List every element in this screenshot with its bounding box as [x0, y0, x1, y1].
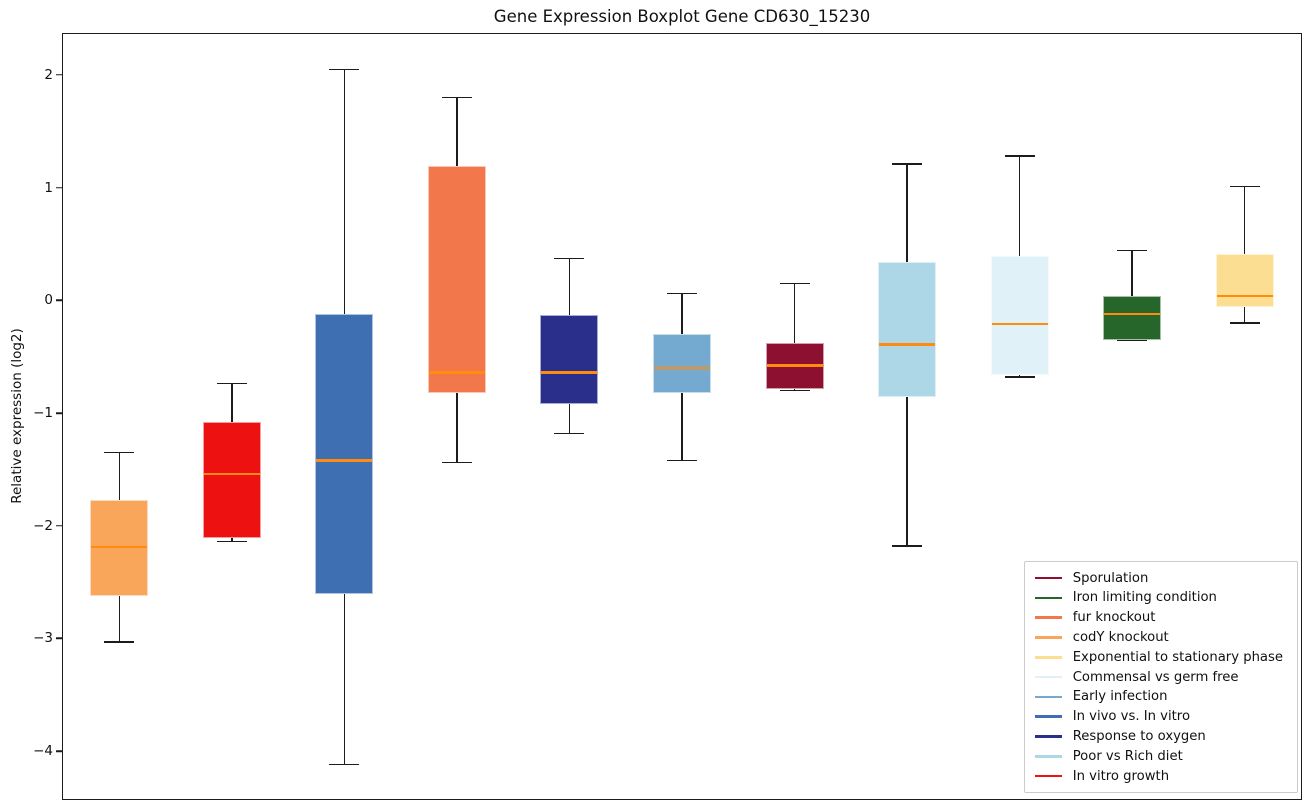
median-line: [654, 366, 710, 370]
whisker-cap-bottom: [441, 461, 472, 464]
y-tick-label: 2: [44, 66, 53, 83]
legend-label: Early infection: [1072, 689, 1168, 705]
whisker-cap-top: [1004, 155, 1035, 157]
legend-item-poor-vs-rich-diet: Poor vs Rich diet: [1034, 746, 1283, 766]
chart-title: Gene Expression Boxplot Gene CD630_15230: [493, 7, 871, 26]
median-line: [1104, 312, 1161, 316]
whisker-cap-top: [554, 257, 585, 260]
median-line: [991, 322, 1048, 326]
legend-label: Sporulation: [1072, 570, 1149, 586]
legend-item-sporulation: Sporulation: [1034, 568, 1283, 588]
y-tick-mark: [56, 412, 62, 414]
legend-swatch: [1034, 616, 1062, 620]
legend-item-iron-limiting-condition: Iron limiting condition: [1034, 588, 1283, 608]
y-tick-label: −2: [33, 517, 53, 534]
box-rect: [427, 166, 486, 393]
y-tick-mark: [56, 750, 62, 752]
y-tick-mark: [56, 637, 62, 640]
whisker-cap-top: [779, 282, 810, 285]
legend-label: Poor vs Rich diet: [1072, 748, 1183, 764]
legend-label: Response to oxygen: [1072, 729, 1206, 744]
box-rect: [878, 261, 937, 398]
box-rect: [653, 334, 711, 393]
whisker-cap-bottom: [216, 540, 247, 543]
whisker-cap-bottom: [554, 432, 585, 435]
legend: Sporulation Iron limiting condition fur kn…: [1023, 561, 1298, 793]
median-line: [316, 459, 373, 462]
y-tick-label: −3: [33, 630, 53, 647]
median-line: [541, 371, 598, 374]
legend-swatch: [1034, 735, 1062, 738]
legend-item-cody-knockout: codY knockout: [1034, 628, 1283, 648]
box-rect: [202, 422, 261, 539]
y-tick-label: 1: [44, 179, 53, 196]
median-line: [428, 371, 485, 374]
y-tick-label: −4: [33, 743, 53, 760]
box-rect: [1215, 254, 1274, 308]
y-tick-mark: [56, 299, 62, 302]
whisker-line: [793, 283, 796, 391]
legend-item-commensal-vs-germ-free: Commensal vs germ free: [1034, 667, 1283, 687]
whisker-cap-top: [104, 451, 135, 454]
y-tick-mark: [56, 74, 62, 76]
whisker-cap-bottom: [892, 545, 923, 547]
legend-swatch: [1034, 675, 1062, 679]
legend-label: In vivo vs. In vitro: [1072, 709, 1191, 725]
whisker-line: [1131, 250, 1133, 340]
whisker-cap-top: [667, 292, 697, 295]
whisker-cap-top: [216, 382, 247, 385]
box-rect: [990, 256, 1049, 375]
legend-swatch: [1034, 655, 1062, 659]
legend-item-in-vitro-growth: In vitro growth: [1034, 766, 1283, 786]
legend-item-fur-knockout: fur knockout: [1034, 608, 1283, 628]
median-line: [91, 545, 148, 549]
legend-item-response-to-oxygen: Response to oxygen: [1034, 727, 1283, 747]
whisker-cap-top: [892, 163, 923, 165]
median-line: [203, 472, 260, 476]
whisker-cap-bottom: [1117, 339, 1148, 341]
box-rect: [540, 314, 599, 404]
y-tick-mark: [56, 186, 62, 189]
whisker-cap-top: [329, 68, 360, 71]
plot-area: 2 1 0 −1 −2 −3 −4 Sporulation Iron limiting con…: [33, 33, 1302, 800]
box-rect: [1103, 295, 1162, 340]
legend-swatch: [1034, 715, 1062, 719]
legend-item-in-vivo-vs-in-vitro: In vivo vs. In vitro: [1034, 707, 1283, 727]
whisker-cap-bottom: [104, 641, 135, 643]
legend-item-early-infection: Early infection: [1034, 687, 1283, 707]
whisker-cap-bottom: [779, 389, 810, 392]
median-line: [1216, 294, 1273, 298]
legend-swatch: [1034, 774, 1062, 778]
legend-swatch: [1034, 636, 1062, 639]
y-tick-label: 0: [44, 292, 53, 309]
y-tick-label: −1: [33, 405, 53, 421]
legend-label: fur knockout: [1072, 610, 1156, 626]
legend-swatch: [1034, 754, 1062, 758]
legend-swatch: [1034, 576, 1062, 580]
whisker-cap-bottom: [329, 763, 360, 766]
whisker-cap-top: [1117, 249, 1148, 252]
legend-label: Commensal vs germ free: [1072, 669, 1239, 685]
legend-item-exponential-to-stationary-phase: Exponential to stationary phase: [1034, 647, 1283, 667]
legend-swatch: [1034, 695, 1062, 699]
legend-label: In vitro growth: [1072, 768, 1170, 784]
median-line: [766, 364, 823, 367]
whisker-cap-bottom: [1004, 376, 1035, 378]
legend-swatch: [1034, 596, 1062, 600]
median-line: [879, 343, 936, 346]
whisker-cap-top: [1229, 185, 1260, 188]
whisker-cap-bottom: [667, 459, 697, 462]
whisker-cap-bottom: [1229, 322, 1260, 324]
legend-label: codY knockout: [1072, 630, 1169, 646]
whisker-cap-top: [441, 96, 472, 99]
box-rect: [315, 313, 374, 595]
legend-label: Iron limiting condition: [1072, 590, 1217, 606]
legend-label: Exponential to stationary phase: [1072, 649, 1283, 665]
y-tick-mark: [56, 524, 62, 527]
